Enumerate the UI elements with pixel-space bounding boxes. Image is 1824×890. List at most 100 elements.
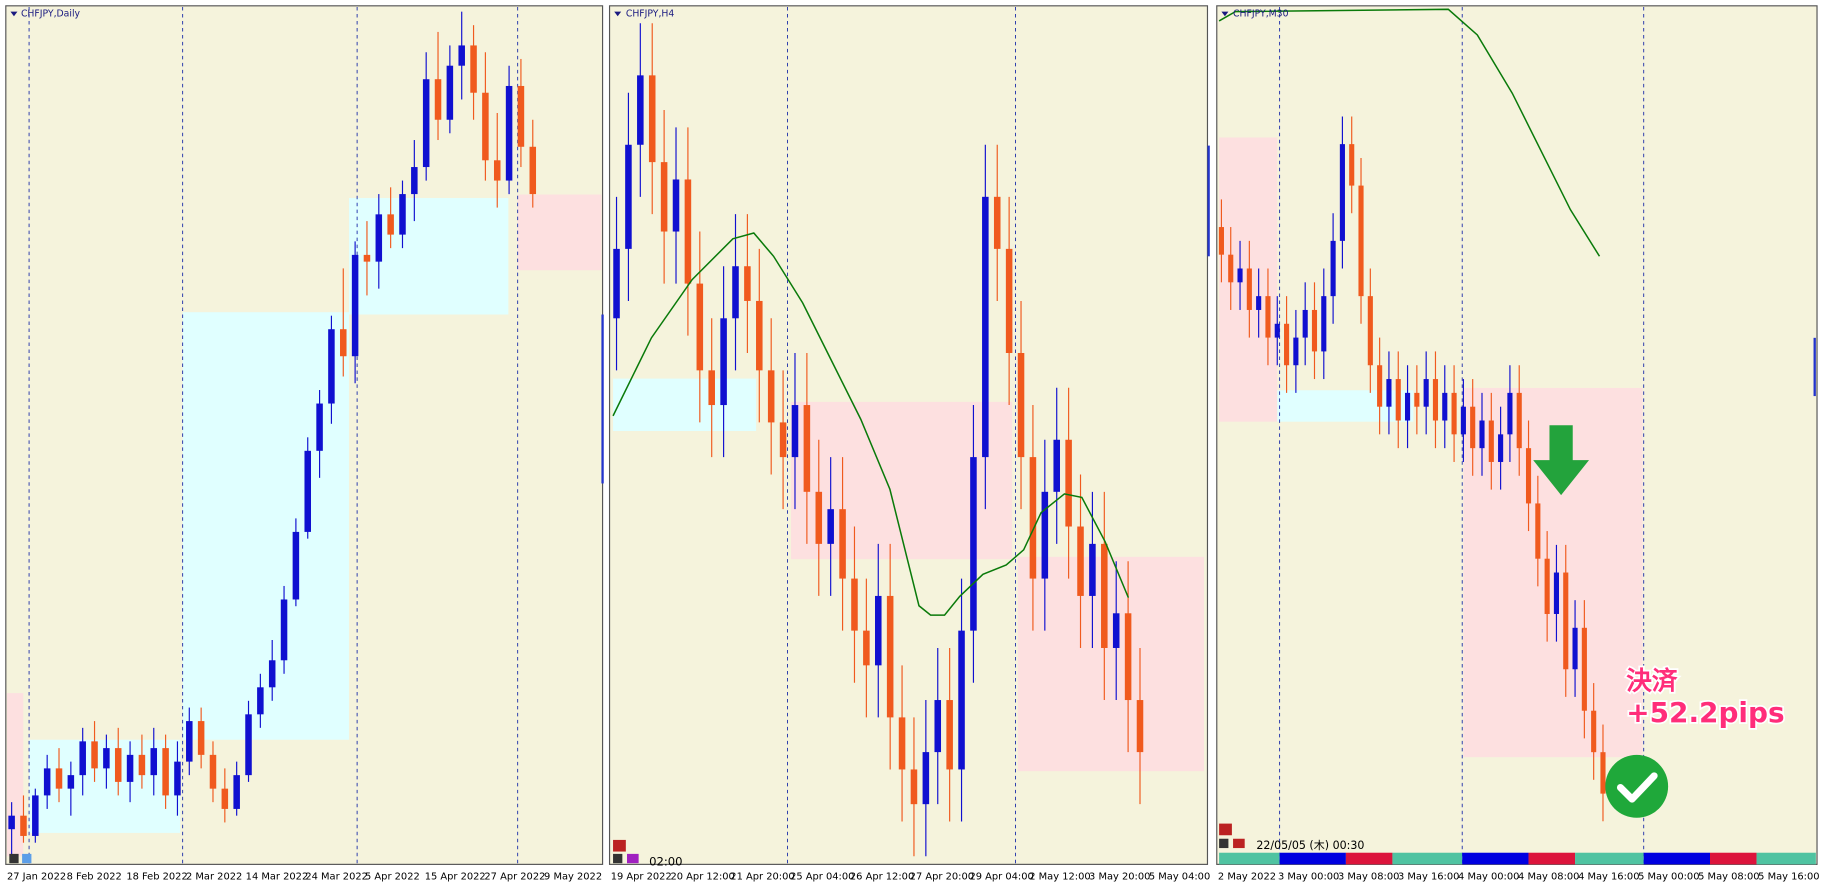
candle-body [827,509,834,544]
candle-body [446,65,454,120]
candle-body [55,768,63,789]
session-block [1462,852,1529,865]
title-arrow [614,11,622,17]
zone [182,312,349,740]
candle-body [1029,457,1037,579]
zone [1277,390,1414,422]
candle-body [1553,572,1560,614]
candle-body [434,79,442,120]
candle-body [1101,543,1108,648]
candle-body [958,630,965,770]
x-axis-label: 8 Feb 2022 [67,872,122,883]
candle-body [839,509,846,579]
candle-body [779,422,787,458]
candle-body [257,687,264,715]
candle-body [1274,323,1280,338]
candle-body [946,700,953,770]
session-strip [1219,852,1816,865]
scroll-marker [601,314,604,484]
candles [8,11,1606,857]
icon[interactable] [613,853,623,864]
candle-body [982,196,989,458]
candle-body [1442,392,1448,421]
session-block [1392,852,1463,865]
candle-body [375,214,383,262]
candle-body [43,768,51,796]
candle-body [20,815,27,836]
candle-body [162,748,169,796]
down-arrow [1533,425,1590,496]
icon[interactable] [9,853,19,864]
annotation: 決済 [1626,666,1678,697]
candle-body [660,162,668,232]
title-arrow [10,11,18,17]
candle-body [1507,392,1513,435]
icon[interactable] [1219,838,1229,849]
candle-body [613,248,620,319]
candle-body [1488,420,1494,462]
candle-body [1321,296,1327,352]
candle-body [1246,268,1252,310]
icon[interactable] [1219,823,1232,836]
candle-body [898,717,906,770]
icon[interactable] [627,853,639,864]
candle-body [922,752,930,805]
candle-body [1089,543,1096,596]
x-axis-label: 29 Apr 04:00 [969,872,1033,883]
x-axis-label: 14 Mar 2022 [246,872,309,883]
candle-body [637,75,644,145]
candle-body [1423,379,1429,407]
candle-body [529,146,537,195]
x-axis-label: 3 May 16:00 [1398,872,1459,883]
x-axis-label: 21 Apr 20:00 [730,872,794,883]
icon[interactable] [22,853,32,864]
x-axis-label: 4 May 08:00 [1518,872,1579,883]
candle-body [1563,572,1569,670]
x-axis-label: 25 Apr 04:00 [790,872,854,883]
x-axis-label: 9 May 2022 [544,872,602,883]
candle-body [363,254,371,262]
candle-body [399,194,406,235]
candle-body [1065,439,1072,527]
x-axis-label: 27 Apr 20:00 [910,872,974,883]
candle-body [1218,227,1224,255]
candle-body [851,578,858,631]
candle-body [1377,365,1383,407]
candle-body [79,741,86,776]
x-axis-label: 26 Apr 12:00 [850,872,914,883]
x-axis-label: 24 Mar 2022 [305,872,368,883]
x-axis-label: 3 May 08:00 [1338,872,1399,883]
candle-body [1516,392,1522,449]
candle-body [1600,752,1606,794]
candle-body [1525,448,1532,504]
candle-body [458,45,465,66]
x-axis-label: 18 Feb 2022 [126,872,187,883]
candle-body [422,79,430,168]
icon[interactable] [1233,838,1245,849]
candle-body [1367,296,1373,366]
candle-body [1386,379,1392,407]
panel-title: CHFJPY,H4 [626,8,675,19]
candle-body [470,45,477,93]
period-separators [28,6,1645,864]
candle-body [340,329,347,357]
candle-body [233,775,240,809]
candle-body [32,795,39,836]
candle-body [648,75,656,163]
candle-body [1339,144,1345,241]
candle-body [732,266,739,319]
candle-body [221,788,229,809]
candle-body [1302,309,1308,338]
candle-body [1572,627,1578,670]
candle-body [1293,337,1299,366]
icon[interactable] [613,839,626,852]
candle-body [328,329,335,404]
x-axis-label: 19 Apr 2022 [611,872,672,883]
scroll-marker [1207,145,1210,257]
candle-body [8,815,15,830]
candle-body [91,741,98,769]
moving-average [612,232,1130,616]
x-axis-label: 3 May 20:00 [1089,872,1150,883]
session-block [1575,852,1644,865]
